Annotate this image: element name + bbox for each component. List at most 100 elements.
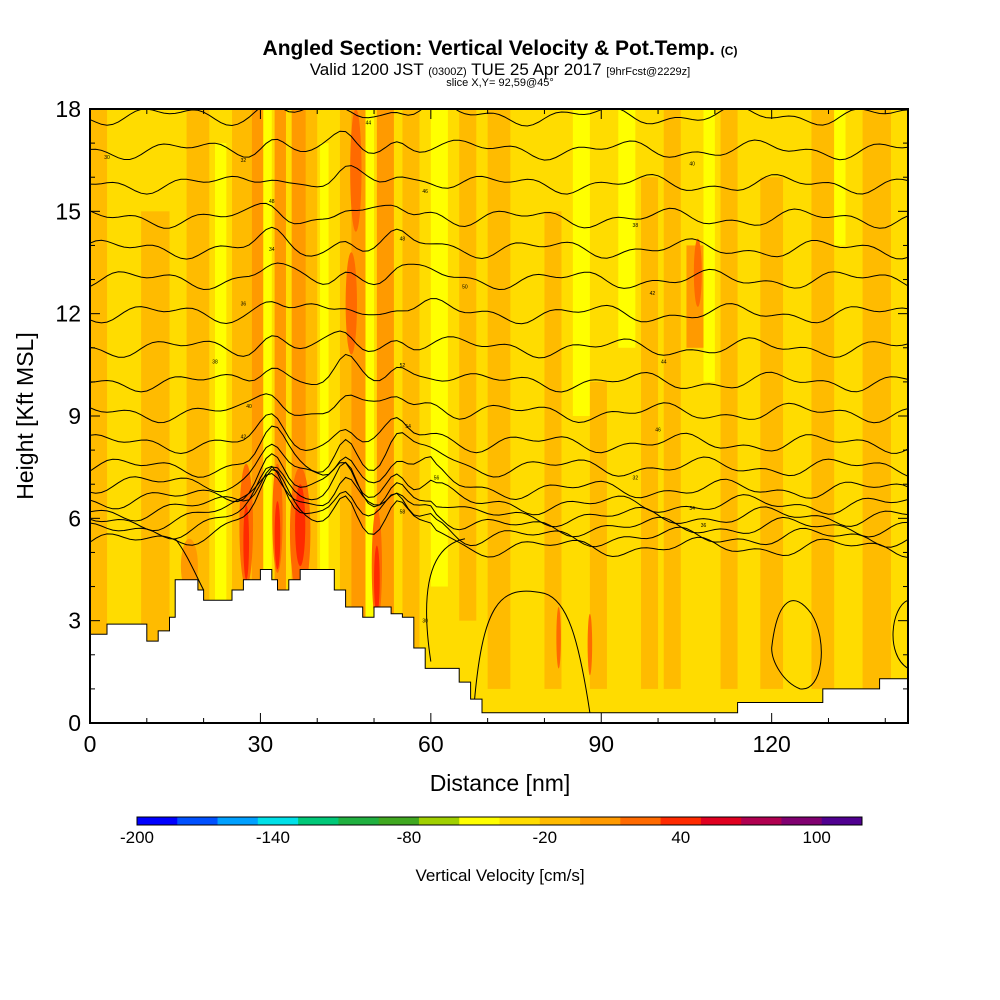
velocity-band — [320, 143, 329, 621]
contour-label: 58 — [400, 510, 406, 516]
colorbar-swatch — [499, 817, 541, 825]
isentrope-line — [90, 469, 908, 558]
updraft-cell — [374, 545, 380, 614]
contour-label: 34 — [689, 506, 695, 512]
x-tick-label: 30 — [248, 731, 274, 757]
colorbar-swatch — [539, 817, 581, 825]
y-tick-label: 6 — [68, 505, 81, 531]
velocity-field-bands — [90, 109, 891, 723]
x-axis: 0 30 60 90 120 — [84, 109, 886, 757]
velocity-band — [572, 109, 590, 416]
contour-label: 36 — [701, 523, 707, 529]
x-axis-label: Distance [nm] — [430, 770, 571, 796]
isentrope-line — [90, 298, 908, 325]
velocity-band — [811, 109, 835, 689]
velocity-band — [720, 109, 738, 689]
colorbar-swatch — [418, 817, 460, 825]
colorbar-swatch — [298, 817, 339, 825]
updraft-cell — [556, 607, 561, 669]
velocity-band — [430, 109, 448, 587]
contour-labels: 30 32 34 36 38 40 42 44 46 48 50 52 54 56 58 30 32 34 36 38… — [104, 121, 706, 625]
colorbar-swatch — [338, 817, 380, 825]
y-tick-label: 18 — [55, 96, 81, 122]
x-tick-label: 60 — [418, 731, 444, 757]
isentrope-line — [90, 262, 908, 291]
contour-label: 38 — [212, 359, 218, 365]
updraft-cell — [295, 484, 306, 567]
contour-label: 48 — [400, 237, 406, 243]
isentrope-line — [90, 413, 908, 455]
colorbar-label: Vertical Velocity [cm/s] — [415, 866, 584, 885]
contour-label: 40 — [246, 404, 252, 410]
contour-label: 48 — [269, 199, 275, 205]
velocity-band — [376, 109, 394, 655]
velocity-contour — [472, 590, 591, 713]
isentrope-line — [90, 330, 908, 359]
colorbar-swatch — [821, 817, 863, 825]
chart-title-unit: (C) — [720, 44, 738, 58]
colorbar-frame — [136, 816, 863, 826]
contour-label: 50 — [462, 284, 468, 290]
velocity-band — [544, 211, 562, 689]
y-tick-label: 3 — [68, 608, 81, 634]
y-tick-label: 15 — [55, 198, 81, 224]
isentrope-line — [90, 465, 908, 548]
velocity-band — [214, 143, 227, 621]
velocity-band — [589, 381, 607, 689]
isentrope-line — [90, 226, 908, 260]
colorbar-swatch — [660, 817, 702, 825]
velocity-band — [459, 109, 477, 621]
isentrope-line — [90, 453, 908, 516]
velocity-band — [351, 109, 366, 655]
isentrope-line — [90, 130, 908, 161]
colorbar-swatch — [580, 817, 621, 825]
contour-label: 30 — [422, 619, 428, 625]
chart-title: Angled Section: Vertical Velocity & Pot.… — [0, 37, 1000, 61]
velocity-band — [339, 109, 352, 723]
colorbar-swatch — [781, 817, 823, 825]
contour-label: 34 — [269, 247, 275, 253]
x-tick-label: 90 — [588, 731, 614, 757]
colorbar-swatch — [700, 817, 742, 825]
velocity-band — [251, 109, 267, 655]
isentrope-line — [90, 393, 908, 424]
colorbar-swatch — [741, 817, 782, 825]
velocity-band — [663, 109, 681, 689]
velocity-band — [305, 109, 318, 587]
isentrope-line — [90, 353, 908, 393]
colorbar-swatch — [177, 817, 218, 825]
subtitle-date: TUE 25 Apr 2017 — [471, 60, 602, 79]
contour-label: 52 — [400, 363, 406, 369]
isentrope-line — [90, 461, 908, 528]
x-tick-label: 120 — [752, 731, 790, 757]
updraft-cell — [350, 109, 362, 232]
colorbar-swatch — [217, 817, 259, 825]
y-tick-label: 12 — [55, 301, 81, 327]
updraft-cell — [274, 501, 281, 570]
isentrope-line — [90, 443, 908, 501]
contour-label: 36 — [241, 301, 247, 307]
isentrope-line — [90, 165, 908, 195]
contour-label: 40 — [689, 162, 695, 168]
y-tick-label: 9 — [68, 403, 81, 429]
velocity-band — [834, 109, 846, 246]
subtitle-zulu: (0300Z) — [428, 66, 467, 78]
colorbar-swatch — [459, 817, 500, 825]
velocity-band — [760, 177, 784, 689]
isentrope-line — [90, 472, 908, 538]
colorbar: -200 -140 -80 -20 40 100 — [120, 816, 863, 847]
closed-contours — [174, 538, 908, 713]
contour-label: 32 — [633, 475, 639, 481]
colorbar-swatch — [378, 817, 420, 825]
colorbar-tick-label: -80 — [397, 828, 422, 847]
y-tick-label: 0 — [68, 710, 81, 736]
contour-label: 46 — [655, 428, 661, 434]
chart-subtitle: Valid 1200 JST (0300Z) TUE 25 Apr 2017 [… — [0, 60, 1000, 80]
contour-label: 42 — [650, 291, 656, 297]
chart-title-text: Angled Section: Vertical Velocity & Pot.… — [262, 37, 715, 60]
colorbar-tick-label: -200 — [120, 828, 154, 847]
velocity-contour — [892, 599, 908, 669]
updraft-cell — [693, 238, 702, 307]
